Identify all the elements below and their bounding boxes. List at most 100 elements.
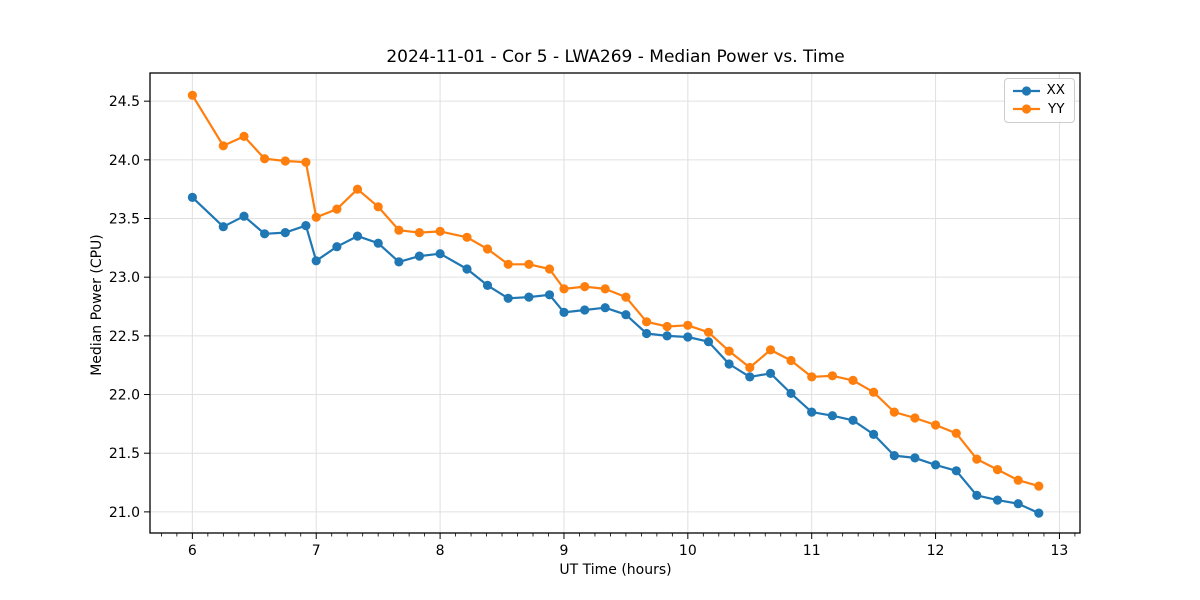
data-point-xx [972,490,982,500]
data-point-xx [1034,508,1044,518]
data-point-yy [827,371,838,381]
series-xx [187,192,1044,518]
svg-text:10: 10 [679,543,697,559]
svg-text:21.5: 21.5 [109,446,140,462]
data-point-yy [482,244,493,254]
data-point-yy [239,131,249,141]
data-point-xx [848,415,858,425]
data-point-xx [869,429,879,439]
axes-spines [149,72,1081,534]
data-point-xx [889,451,899,461]
svg-text:23.0: 23.0 [109,270,140,286]
svg-text:9: 9 [560,543,569,559]
data-point-xx [642,328,652,339]
data-point-xx [703,337,714,347]
data-point-yy [544,264,555,274]
svg-text:11: 11 [803,543,821,559]
svg-text:13: 13 [1051,543,1069,559]
data-point-yy [394,225,404,235]
data-point-xx [621,310,631,320]
xx-line-marker-icon [1013,86,1040,96]
data-point-xx [187,192,197,202]
data-point-yy [580,282,590,292]
data-point-xx [218,222,228,232]
data-point-yy [1034,481,1044,491]
legend-entry-yy: YY [1012,100,1065,117]
yy-line-marker-icon [1013,104,1040,114]
data-point-yy [280,156,290,166]
data-point-yy [524,259,534,269]
data-point-xx [482,280,493,290]
data-point-yy [301,157,311,167]
data-point-xx [951,466,961,476]
data-point-yy [889,407,899,417]
data-point-yy [352,184,363,194]
data-point-yy [503,259,513,269]
data-point-yy [621,292,631,302]
data-point-xx [414,251,424,261]
data-point-yy [869,387,879,397]
svg-text:21.0: 21.0 [109,505,140,521]
data-point-xx [992,495,1003,505]
svg-text:7: 7 [312,543,321,559]
svg-text:8: 8 [436,543,445,559]
data-point-xx [462,264,472,274]
legend: XX YY [1004,78,1075,123]
y-axis-label-text: Median Power (CPU) [89,234,105,376]
data-point-xx [394,257,404,267]
data-point-yy [807,372,817,382]
data-point-xx [311,256,321,266]
data-point-yy [951,428,961,438]
data-point-xx [559,307,569,317]
data-point-xx [745,372,755,382]
data-point-xx [544,290,555,300]
data-point-yy [218,141,228,151]
data-point-xx [807,407,817,417]
x-tick-labels: 6 7 8 9 10 11 12 13 [188,543,1068,559]
chart-title: 2024-11-01 - Cor 5 - LWA269 - Median Pow… [386,47,845,67]
data-point-xx [580,305,590,315]
data-point-yy [765,345,776,355]
data-point-yy [1013,475,1023,485]
data-point-yy [559,284,569,294]
data-point-yy [600,284,610,294]
data-point-yy [260,154,270,164]
legend-entry-xx: XX [1012,83,1065,98]
data-point-yy [187,90,197,100]
gridlines [150,73,1080,533]
y-major-ticks [144,100,150,513]
data-point-xx [352,231,363,241]
data-point-xx [600,303,610,313]
data-point-yy [703,327,714,337]
data-point-xx [765,368,776,378]
data-point-xx [280,228,290,238]
data-point-yy [848,375,858,385]
data-point-xx [239,211,249,221]
data-point-yy [462,232,472,242]
series-yy [187,90,1044,491]
data-point-xx [373,238,383,248]
data-point-yy [745,362,755,373]
data-point-yy [724,346,734,356]
data-point-yy [435,226,445,236]
x-major-ticks [191,533,1060,539]
data-point-xx [683,332,693,342]
svg-text:24.0: 24.0 [109,153,140,169]
legend-label-yy: YY [1048,100,1065,117]
data-point-yy [373,202,383,212]
data-point-xx [786,388,796,398]
data-point-yy [972,454,982,464]
data-point-yy [642,317,652,327]
data-point-xx [503,293,513,303]
data-point-xx [662,331,672,341]
data-point-xx [524,292,534,302]
data-point-xx [1013,499,1023,509]
x-axis-label: UT Time (hours) [559,562,672,578]
data-point-xx [827,411,838,421]
data-point-xx [910,453,920,463]
svg-text:23.5: 23.5 [109,212,140,228]
data-point-yy [931,420,941,430]
data-point-xx [301,221,311,231]
data-point-xx [931,460,941,470]
